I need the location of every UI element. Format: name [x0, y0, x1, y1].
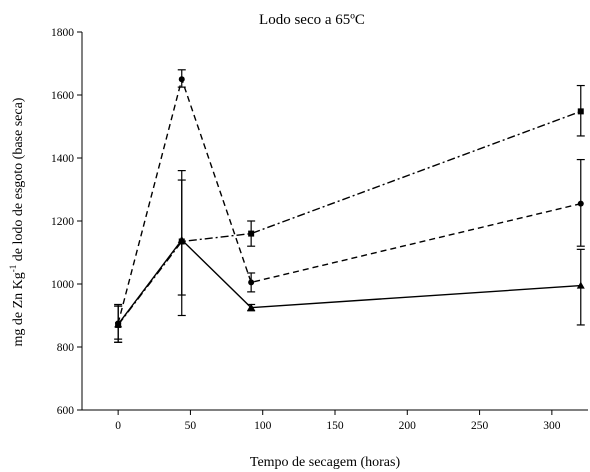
y-axis-label-exponent: -1 — [8, 265, 18, 273]
x-tick-label: 200 — [399, 420, 417, 432]
y-tick-label: 800 — [57, 342, 75, 354]
x-ticks: 0 50 100 150 200 250 300 — [115, 410, 561, 432]
y-axis-label-rest: de lodo de esgoto (base seca) — [11, 97, 26, 264]
series-layer — [114, 69, 585, 343]
data-point — [178, 76, 185, 83]
x-tick-label: 100 — [254, 420, 272, 432]
x-tick-label: 50 — [185, 420, 197, 432]
x-tick-label: 0 — [115, 420, 121, 432]
y-tick-label: 1200 — [51, 216, 74, 228]
data-point — [247, 303, 256, 311]
y-tick-label: 1600 — [51, 90, 74, 102]
data-point — [577, 108, 584, 115]
series-line — [117, 238, 581, 325]
chart-title: Lodo seco a 65ºC — [259, 12, 365, 28]
data-point — [114, 320, 123, 328]
data-point — [577, 200, 584, 207]
x-tick-label: 300 — [543, 420, 561, 432]
series-line — [117, 110, 582, 326]
data-point — [177, 235, 186, 243]
series-solid — [114, 170, 585, 343]
x-tick-label: 250 — [471, 420, 489, 432]
series-line — [117, 76, 581, 324]
x-axis-label: Tempo de secagem (horas) — [250, 455, 401, 470]
data-point — [248, 279, 255, 286]
y-tick-label: 1400 — [51, 153, 74, 165]
data-point — [576, 281, 585, 289]
data-point — [248, 230, 255, 237]
y-tick-label: 1800 — [51, 27, 74, 39]
x-tick-label: 150 — [326, 420, 344, 432]
y-tick-label: 1000 — [51, 279, 74, 291]
y-tick-label: 600 — [57, 405, 75, 417]
y-axis-label-main: mg de Zn Kg — [11, 272, 26, 346]
y-axis-label: mg de Zn Kg-1 de lodo de esgoto (base se… — [8, 97, 26, 346]
y-ticks: 600 800 1000 1200 1400 1600 1800 — [51, 27, 82, 417]
